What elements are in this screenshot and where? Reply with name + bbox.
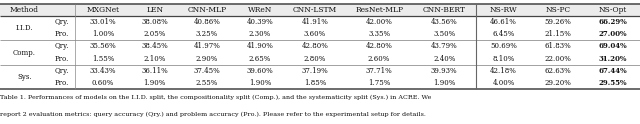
Text: 37.19%: 37.19% [301,67,328,75]
Text: 29.55%: 29.55% [598,79,627,87]
Text: 38.45%: 38.45% [141,43,168,50]
Text: 1.55%: 1.55% [92,55,114,63]
Text: 6.45%: 6.45% [492,30,515,38]
Text: 42.80%: 42.80% [365,43,392,50]
Text: Qry.: Qry. [54,67,69,75]
Text: 37.71%: 37.71% [366,67,392,75]
Text: 39.60%: 39.60% [246,67,273,75]
Text: 41.91%: 41.91% [301,18,328,26]
Text: 2.80%: 2.80% [304,55,326,63]
Text: 1.85%: 1.85% [304,79,326,87]
Text: WReN: WReN [248,6,272,14]
Bar [0,4,640,16]
Text: 46.61%: 46.61% [490,18,517,26]
Text: 43.79%: 43.79% [431,43,458,50]
Text: 2.05%: 2.05% [143,30,166,38]
Text: Method: Method [10,6,39,14]
Text: 42.18%: 42.18% [490,67,517,75]
Text: 42.00%: 42.00% [365,18,392,26]
Text: 2.65%: 2.65% [249,55,271,63]
Text: Qry.: Qry. [54,43,69,50]
Text: Pro.: Pro. [54,55,69,63]
Text: 1.90%: 1.90% [433,79,456,87]
Text: 43.56%: 43.56% [431,18,458,26]
Text: I.I.D.: I.I.D. [16,24,33,32]
Text: CNN-MLP: CNN-MLP [188,6,227,14]
Text: 0.60%: 0.60% [92,79,114,87]
Text: 67.44%: 67.44% [598,67,627,75]
Text: 2.10%: 2.10% [143,55,166,63]
Text: report 2 evaluation metrics: query accuracy (Qry.) and problem accuracy (Pro.). : report 2 evaluation metrics: query accur… [0,112,426,117]
Text: 33.43%: 33.43% [90,67,116,75]
Text: LEN: LEN [146,6,163,14]
Text: 29.20%: 29.20% [545,79,572,87]
Text: NS-PC: NS-PC [545,6,571,14]
Text: 39.93%: 39.93% [431,67,458,75]
Text: 3.60%: 3.60% [304,30,326,38]
Text: Comp.: Comp. [13,49,36,57]
Text: 40.86%: 40.86% [194,18,221,26]
Text: NS-Opt: NS-Opt [598,6,627,14]
Text: Sys.: Sys. [17,73,32,81]
Text: 37.45%: 37.45% [194,67,221,75]
Text: 3.50%: 3.50% [433,30,456,38]
Text: 1.75%: 1.75% [368,79,390,87]
Text: 2.30%: 2.30% [249,30,271,38]
Text: 3.25%: 3.25% [196,30,218,38]
Text: 1.90%: 1.90% [249,79,271,87]
Text: 61.83%: 61.83% [545,43,572,50]
Text: 22.00%: 22.00% [545,55,572,63]
Text: 31.20%: 31.20% [598,55,627,63]
Text: 50.69%: 50.69% [490,43,517,50]
Text: 8.10%: 8.10% [492,55,515,63]
Text: 69.04%: 69.04% [598,43,627,50]
Text: 66.29%: 66.29% [598,18,627,26]
Text: 1.90%: 1.90% [143,79,166,87]
Text: ResNet-MLP: ResNet-MLP [355,6,403,14]
Text: 21.15%: 21.15% [545,30,572,38]
Text: 2.55%: 2.55% [196,79,218,87]
Text: 42.80%: 42.80% [301,43,328,50]
Text: 4.00%: 4.00% [492,79,515,87]
Text: NS-RW: NS-RW [490,6,517,14]
Text: 2.90%: 2.90% [196,55,218,63]
Text: MXGNet: MXGNet [86,6,120,14]
Text: 41.90%: 41.90% [246,43,273,50]
Text: CNN-LSTM: CNN-LSTM [293,6,337,14]
Text: 62.63%: 62.63% [545,67,572,75]
Text: 3.35%: 3.35% [368,30,390,38]
Text: 2.60%: 2.60% [368,55,390,63]
Text: 41.97%: 41.97% [194,43,221,50]
Text: Pro.: Pro. [54,30,69,38]
Text: 59.26%: 59.26% [545,18,572,26]
Text: 36.11%: 36.11% [141,67,168,75]
Text: CNN-BERT: CNN-BERT [423,6,466,14]
Text: 33.01%: 33.01% [90,18,116,26]
Text: 35.56%: 35.56% [90,43,116,50]
Text: 1.00%: 1.00% [92,30,114,38]
Text: 2.40%: 2.40% [433,55,456,63]
Text: 38.08%: 38.08% [141,18,168,26]
Text: 40.39%: 40.39% [246,18,273,26]
Text: Pro.: Pro. [54,79,69,87]
Text: Qry.: Qry. [54,18,69,26]
Text: 27.00%: 27.00% [598,30,627,38]
Text: Table 1. Performances of models on the I.I.D. split, the compositionality split : Table 1. Performances of models on the I… [0,94,431,99]
